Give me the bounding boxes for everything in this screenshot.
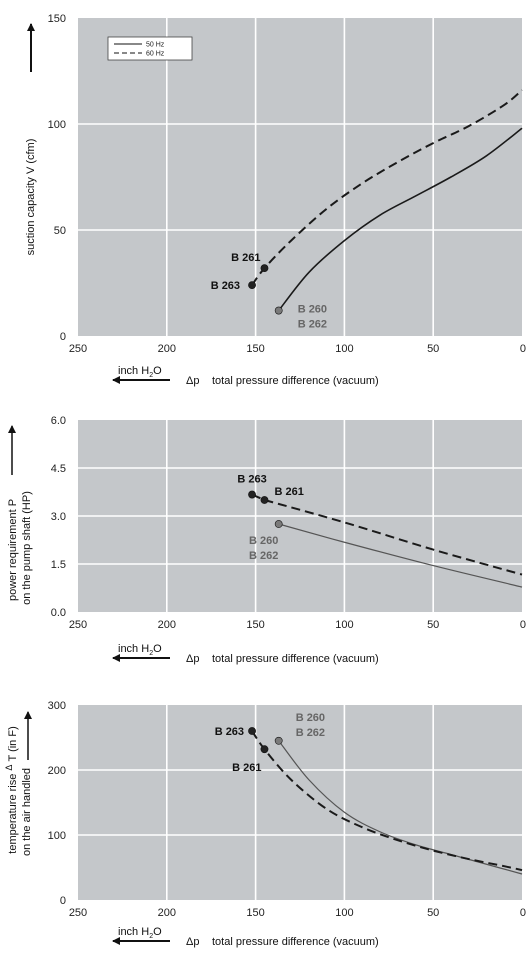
chart-panel-3: 250 200 150 100 50 0 0 100 200 300 B 263 B 261 B 260… — [4, 700, 526, 948]
point-label: B 260 — [249, 535, 278, 547]
data-point — [248, 727, 256, 735]
x-tick-label: 150 — [246, 907, 264, 919]
x-unit-label: inch H2O — [118, 365, 162, 379]
series-line-50hz — [278, 127, 523, 312]
series-line-50hz — [278, 523, 523, 588]
data-point — [260, 264, 269, 273]
y-axis-title-line2: on the pump shaft (HP) — [21, 491, 33, 605]
data-point — [248, 490, 256, 499]
point-label: B 261 — [231, 252, 260, 264]
x-tick-label: 100 — [335, 619, 353, 631]
point-label: B 262 — [298, 319, 327, 331]
data-point — [274, 520, 283, 528]
x-symbol: Δp — [186, 375, 199, 387]
y-tick-label: 0.0 — [51, 607, 66, 619]
x-tick-label: 100 — [335, 343, 353, 355]
x-tick-label: 100 — [335, 907, 353, 919]
legend-label: 50 Hz — [146, 42, 165, 49]
x-unit-label: inch H2O — [118, 926, 162, 940]
x-tick-label: 50 — [427, 619, 439, 631]
point-label: B 260 — [296, 712, 325, 724]
plot-area — [78, 18, 522, 336]
x-tick-label: 0 — [520, 619, 526, 631]
data-point — [260, 496, 269, 504]
y-tick-label: 1.5 — [51, 559, 66, 571]
plot-area — [78, 705, 522, 900]
legend-box — [107, 36, 193, 61]
x-tick-label: 150 — [246, 619, 264, 631]
x-axis-title: total pressure difference (vacuum) — [212, 375, 379, 387]
y-tick-label: 6.0 — [51, 415, 66, 427]
y-tick-label: 0 — [60, 895, 66, 907]
y-axis-title: power requirement P — [7, 499, 19, 601]
x-tick-label: 150 — [246, 343, 264, 355]
y-axis-title: suction capacity V (cfm) — [25, 139, 37, 256]
chart-panel-2: 250 200 150 100 50 0 0.0 1.5 3.0 4.5 6.0 B 263 B 261… — [7, 415, 526, 665]
point-label: B 263 — [211, 280, 240, 292]
y-tick-label: 50 — [54, 225, 66, 237]
x-tick-label: 250 — [69, 343, 87, 355]
point-label: B 263 — [215, 726, 244, 738]
chart-panel-1: 250 200 150 100 50 0 0 50 100 150 B 261 B 263 B 260 B… — [25, 13, 526, 387]
point-label: B 263 — [237, 474, 266, 486]
x-axis-title: total pressure difference (vacuum) — [212, 653, 379, 665]
series-line-50hz — [278, 740, 523, 875]
y-tick-label: 100 — [48, 119, 66, 131]
series-line-60hz — [264, 499, 523, 576]
y-tick-label: 300 — [48, 700, 66, 712]
y-tick-label: 4.5 — [51, 463, 66, 475]
y-axis-title: temperature rise Δ T (in F) — [4, 726, 19, 853]
x-symbol: Δp — [186, 653, 199, 665]
point-label: B 261 — [232, 762, 261, 774]
data-point — [274, 306, 283, 315]
point-label: B 261 — [274, 486, 303, 498]
x-tick-label: 200 — [158, 907, 176, 919]
x-tick-label: 50 — [427, 907, 439, 919]
x-axis-title: total pressure difference (vacuum) — [212, 936, 379, 948]
x-tick-label: 200 — [158, 619, 176, 631]
y-axis-title-line2: on the air handled — [21, 768, 33, 856]
series-line-60hz — [251, 89, 523, 286]
point-label: B 262 — [249, 550, 278, 562]
x-unit-label: inch H2O — [118, 643, 162, 657]
y-tick-label: 150 — [48, 13, 66, 25]
point-label: B 260 — [298, 304, 327, 316]
x-tick-label: 250 — [69, 619, 87, 631]
y-tick-label: 100 — [48, 830, 66, 842]
x-tick-label: 0 — [520, 343, 526, 355]
x-tick-label: 50 — [427, 343, 439, 355]
y-tick-label: 200 — [48, 765, 66, 777]
y-tick-label: 3.0 — [51, 511, 66, 523]
data-point — [260, 745, 269, 754]
point-label: B 262 — [296, 727, 325, 739]
x-tick-label: 200 — [158, 343, 176, 355]
x-tick-label: 250 — [69, 907, 87, 919]
y-tick-label: 0 — [60, 331, 66, 343]
data-point — [248, 281, 256, 290]
legend-label: 60 Hz — [146, 51, 165, 58]
x-tick-label: 0 — [520, 907, 526, 919]
data-point — [274, 736, 283, 745]
x-symbol: Δp — [186, 936, 199, 948]
